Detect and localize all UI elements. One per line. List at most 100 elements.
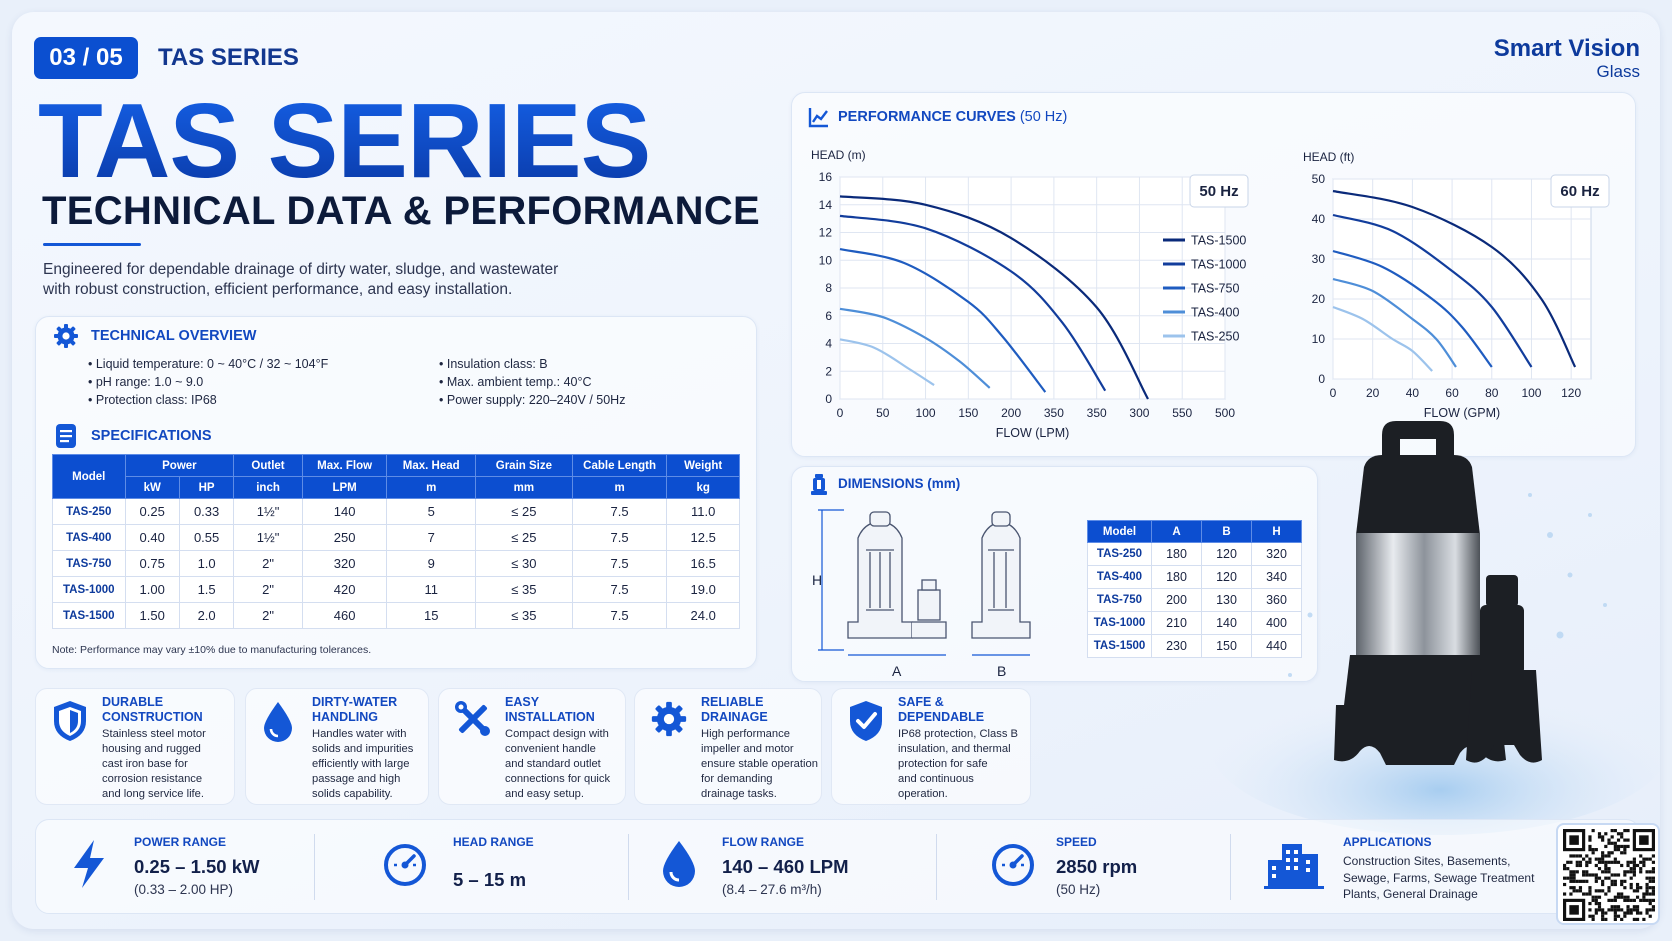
feature-text-line: insulation, and thermal [898, 743, 1011, 755]
qr-module [1569, 892, 1573, 896]
qr-code[interactable] [1556, 823, 1660, 925]
qr-module [1610, 879, 1614, 883]
qr-module [1594, 857, 1598, 861]
feature-text-line: for demanding [701, 773, 773, 785]
qr-module [1575, 889, 1579, 893]
qr-module [1604, 854, 1608, 858]
shield-icon [50, 699, 90, 748]
qr-module [1572, 870, 1576, 874]
qr-module [1563, 892, 1567, 896]
stats-bar [35, 819, 1640, 914]
table-row: TAS-1500 230 150 440 [1087, 634, 1302, 658]
th-max-head: Max. Head [386, 454, 477, 477]
qr-module [1620, 882, 1624, 887]
qr-module [1591, 848, 1595, 852]
qr-module [1629, 898, 1633, 902]
qr-module [1578, 860, 1583, 864]
th-power: Power [124, 454, 235, 477]
flow-range-value: 140 – 460 LPM [722, 856, 849, 877]
qr-module [1616, 860, 1621, 864]
overview-list-right: Insulation class: B Max. ambient temp.: … [439, 355, 626, 409]
qr-module [1597, 908, 1602, 912]
qr-module [1632, 873, 1636, 877]
qr-module [1588, 892, 1592, 896]
qr-module [1601, 835, 1605, 839]
qr-module [1626, 908, 1630, 912]
brand-name: Smart Vision [1493, 35, 1640, 62]
qr-module [1616, 844, 1621, 849]
table-cell: ≤ 25 [475, 524, 573, 551]
qr-module [1588, 835, 1592, 839]
qr-module [1613, 895, 1617, 899]
qr-module [1601, 854, 1605, 858]
overview-title: TECHNICAL OVERVIEW [91, 328, 257, 344]
qr-module [1616, 895, 1621, 899]
qr-module [1651, 889, 1655, 893]
dim-label-b: B [997, 663, 1006, 679]
table-cell: 150 [1201, 634, 1252, 658]
qr-module [1597, 860, 1602, 864]
qr-module [1626, 860, 1630, 864]
qr-module [1585, 863, 1589, 868]
qr-module [1588, 848, 1592, 852]
table-cell: 140 [301, 498, 388, 525]
y-tick-label: 20 [1312, 292, 1326, 306]
table-row: TAS-400 0.40 0.55 1½" 250 7 ≤ 25 7.5 12.5 [52, 524, 740, 551]
qr-module [1645, 892, 1649, 896]
qr-module [1575, 863, 1579, 868]
qr-module [1645, 911, 1649, 915]
qr-module [1616, 914, 1621, 918]
table-cell: 120 [1201, 565, 1252, 589]
feature-text: High performance impeller and motor ensure… [701, 727, 818, 802]
th-weight: Weight [666, 454, 740, 477]
qr-module [1572, 854, 1576, 858]
qr-module [1591, 829, 1595, 833]
gauge-icon [382, 842, 428, 893]
qr-module [1594, 895, 1598, 899]
qr-module [1639, 854, 1643, 858]
feature-text-line: and long service life. [102, 788, 204, 800]
qr-module [1632, 857, 1636, 861]
feature-text-line: Stainless steel motor [102, 728, 206, 740]
qr-module [1651, 879, 1655, 883]
table-cell: 7.5 [571, 602, 668, 629]
qr-module [1651, 886, 1655, 890]
qr-module [1591, 898, 1595, 902]
qr-module [1601, 914, 1605, 918]
qr-module [1588, 889, 1592, 893]
qr-module [1607, 876, 1611, 880]
intro-line-2: with robust construction, efficient perf… [43, 281, 513, 298]
qr-module [1648, 901, 1652, 906]
qr-module [1578, 854, 1583, 858]
table-cell: 19.0 [666, 576, 740, 603]
qr-module [1648, 898, 1652, 902]
table-cell: 320 [301, 550, 388, 577]
qr-module [1639, 886, 1643, 890]
curves-title-main: PERFORMANCE CURVES [838, 109, 1016, 125]
table-cell: 140 [1201, 611, 1252, 635]
qr-module [1588, 914, 1592, 918]
qr-module [1610, 851, 1614, 855]
qr-module [1594, 876, 1598, 880]
qr-module [1616, 832, 1621, 836]
qr-module [1632, 863, 1636, 868]
th-dim-model: Model [1087, 520, 1152, 543]
qr-module [1645, 886, 1649, 890]
x-tick-label: 300 [1129, 406, 1149, 420]
qr-module [1601, 838, 1605, 842]
water-drop-icon [260, 699, 296, 748]
qr-module [1569, 870, 1573, 874]
x-axis-label: FLOW (LPM) [996, 426, 1070, 440]
qr-module [1632, 917, 1636, 921]
qr-module [1591, 851, 1595, 855]
qr-module [1632, 908, 1636, 912]
page-title: TAS SERIES [38, 82, 651, 200]
x-tick-label: 80 [1485, 386, 1499, 400]
feature-title-line: SAFE & [898, 695, 944, 709]
qr-module [1604, 844, 1608, 849]
tools-icon [453, 699, 493, 744]
qr-module [1616, 838, 1621, 842]
y-axis-label: HEAD (m) [811, 148, 866, 162]
feature-text-line: connections for quick [505, 773, 611, 785]
table-cell: 5 [386, 498, 477, 525]
